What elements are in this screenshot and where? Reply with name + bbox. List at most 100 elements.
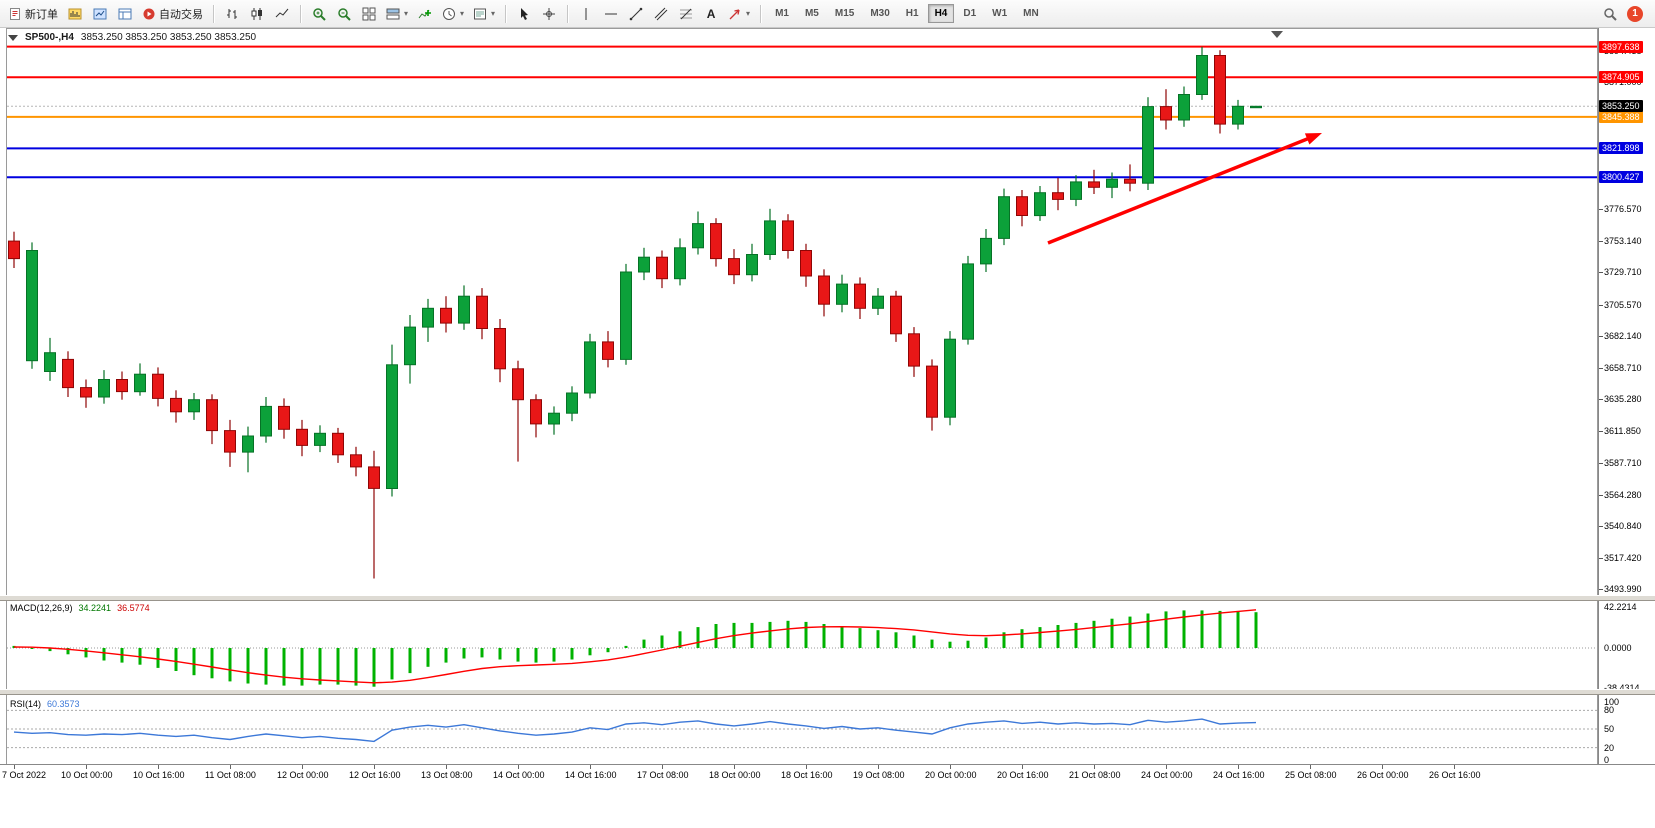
- candle-body: [1070, 181, 1082, 200]
- price-tick-mark: [1599, 272, 1603, 274]
- arrow-tools-button[interactable]: [724, 2, 754, 26]
- candle-body: [854, 283, 866, 309]
- macd-signal-value: 36.5774: [117, 603, 150, 613]
- rsi-scale-label: 80: [1604, 705, 1615, 716]
- timeframe-h4[interactable]: H4: [927, 4, 955, 23]
- candlestick-chart-button[interactable]: [245, 2, 269, 26]
- candle-body: [350, 454, 362, 468]
- macd-scale-label: -38.4314: [1604, 683, 1640, 693]
- window-layout-button[interactable]: [382, 2, 412, 26]
- periods-button[interactable]: [438, 2, 468, 26]
- macd-histogram-bar: [624, 645, 628, 648]
- equidistant-channel-tool-button[interactable]: [649, 2, 673, 26]
- time-label: 21 Oct 08:00: [1069, 770, 1121, 780]
- time-axis[interactable]: 7 Oct 2022 10 Oct 00:00 10 Oct 16:00 11 Oct…: [0, 764, 1655, 784]
- macd-scale-label: 0.0000: [1604, 643, 1632, 653]
- vertical-line-tool-button[interactable]: [574, 2, 598, 26]
- zoom-out-button[interactable]: [332, 2, 356, 26]
- trendline-tool-button[interactable]: [624, 2, 648, 26]
- time-label: 20 Oct 00:00: [925, 770, 977, 780]
- time-label: 13 Oct 08:00: [421, 770, 473, 780]
- chart-windows-button[interactable]: [63, 2, 87, 26]
- symbol-period-label: SP500-,H4: [25, 32, 74, 43]
- bar-chart-button[interactable]: [220, 2, 244, 26]
- price-tick: 3753.140: [1604, 235, 1642, 246]
- timeframe-d1[interactable]: D1: [956, 4, 983, 23]
- macd-histogram-bar: [1128, 616, 1132, 648]
- price-line-badge: 3821.898: [1599, 142, 1643, 155]
- candle-body: [260, 405, 272, 437]
- notification-badge[interactable]: 1: [1627, 5, 1643, 22]
- macd-histogram-bar: [966, 640, 970, 648]
- zoom-in-button[interactable]: [307, 2, 331, 26]
- time-label: 10 Oct 16:00: [133, 770, 185, 780]
- tile-windows-button[interactable]: [357, 2, 381, 26]
- candle-body: [1232, 105, 1244, 125]
- macd-histogram-bar: [444, 648, 448, 663]
- timeframe-m1[interactable]: M1: [768, 4, 796, 23]
- trend-arrow-line[interactable]: [1047, 135, 1312, 245]
- time-label: 10 Oct 00:00: [61, 770, 113, 780]
- pane-splitter-rsi[interactable]: [0, 689, 1655, 695]
- profiles-button[interactable]: [88, 2, 112, 26]
- toolbar-separator: [760, 4, 762, 23]
- price-tick: 3564.280: [1604, 489, 1642, 500]
- candle-body: [1178, 94, 1190, 121]
- macd-histogram-bar: [786, 620, 790, 648]
- candle-body: [674, 247, 686, 280]
- macd-histogram-bar: [984, 637, 988, 648]
- crosshair-button[interactable]: [537, 2, 561, 26]
- candle-body: [908, 333, 920, 367]
- macd-histogram-bar: [192, 648, 196, 676]
- pane-splitter-macd[interactable]: [0, 595, 1655, 601]
- bar-chart-icon: [225, 7, 239, 21]
- toolbar-separator: [567, 4, 569, 23]
- candle-body: [890, 295, 902, 335]
- price-tick-mark: [1599, 240, 1603, 242]
- search-button[interactable]: [1598, 2, 1622, 26]
- indicators-list-button[interactable]: [413, 2, 437, 26]
- timeframe-h1[interactable]: H1: [899, 4, 926, 23]
- price-tick: 3517.420: [1604, 552, 1642, 563]
- timeframe-m5[interactable]: M5: [798, 4, 826, 23]
- macd-histogram-bar: [1218, 610, 1222, 648]
- timeframe-m30[interactable]: M30: [863, 4, 896, 23]
- candle-body: [368, 466, 380, 489]
- candle-body: [1088, 181, 1100, 188]
- time-label: 18 Oct 16:00: [781, 770, 833, 780]
- timeframe-w1[interactable]: W1: [985, 4, 1014, 23]
- templates-button[interactable]: [469, 2, 499, 26]
- cursor-button[interactable]: [512, 2, 536, 26]
- text-label-tool-button[interactable]: A: [699, 2, 723, 26]
- horizontal-line-icon: [604, 7, 618, 21]
- macd-label: MACD(12,26,9) 34.2241 36.5774: [10, 603, 150, 613]
- line-chart-button[interactable]: [270, 2, 294, 26]
- macd-histogram-bar: [408, 648, 412, 674]
- chart-shift-marker[interactable]: [1271, 31, 1283, 38]
- candle-body: [386, 364, 398, 489]
- candle-body: [476, 295, 488, 330]
- tile-windows-icon: [362, 7, 376, 21]
- price-scale[interactable]: 3894.4383871.0003776.5703753.1403729.710…: [1598, 28, 1655, 783]
- data-window-button[interactable]: [113, 2, 137, 26]
- one-click-trading-toggle[interactable]: [8, 34, 18, 41]
- macd-histogram-bar: [948, 641, 952, 648]
- price-tick-mark: [1599, 463, 1603, 465]
- new-order-button[interactable]: 新订单: [4, 2, 62, 26]
- channel-icon: [654, 7, 668, 21]
- macd-histogram-bar: [102, 648, 106, 661]
- price-line-badge: 3800.427: [1599, 171, 1643, 184]
- macd-histogram-bar: [1002, 632, 1006, 648]
- time-tick-mark: [950, 765, 951, 769]
- candle-body: [998, 196, 1010, 239]
- candle-body: [728, 258, 740, 276]
- candle-body: [440, 307, 452, 324]
- candle-body: [1052, 192, 1064, 200]
- timeframe-m15[interactable]: M15: [828, 4, 861, 23]
- horizontal-line-tool-button[interactable]: [599, 2, 623, 26]
- fibonacci-tool-button[interactable]: [674, 2, 698, 26]
- candle-body: [638, 256, 650, 273]
- auto-trading-button[interactable]: 自动交易: [138, 2, 207, 26]
- timeframe-mn[interactable]: MN: [1016, 4, 1046, 23]
